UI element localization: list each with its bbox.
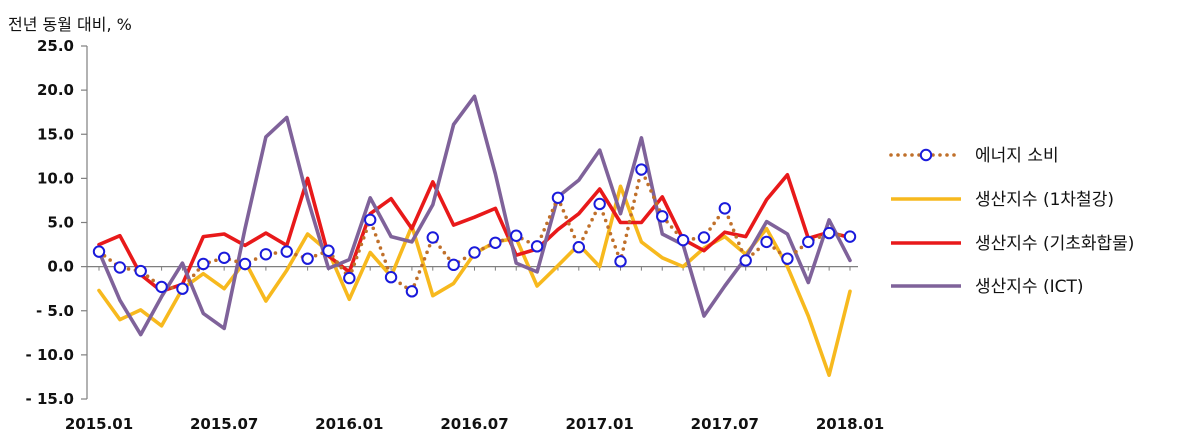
legend-label-3: 생산지수 (ICT) [975,277,1084,297]
data-point-energy [468,246,481,259]
legend-marker-energy [919,148,933,162]
x-tick-label: 2015.07 [190,415,258,433]
data-point-energy [843,230,857,243]
data-point-energy [802,235,815,249]
y-tick-label: 20.0 [37,81,74,99]
data-point-energy [739,254,752,267]
y-tick-label: 10.0 [37,169,74,187]
data-point-energy [593,197,606,211]
y-tick-label: 5.0 [47,214,74,232]
data-point-energy [676,233,690,247]
data-point-energy [635,163,648,176]
y-tick-label: - 15.0 [26,390,74,408]
legend-label-2: 생산지수 (기초화합물) [975,234,1134,254]
data-point-energy [697,231,711,244]
data-point-energy [301,252,314,265]
data-point-energy [322,244,335,257]
data-point-energy [489,236,502,249]
data-point-energy [718,202,732,215]
data-point-energy [510,229,523,242]
data-point-energy [572,241,586,254]
data-point-energy [530,240,544,253]
data-point-energy [343,271,356,285]
y-tick-label: 25.0 [37,37,74,55]
data-point-energy [238,257,252,271]
data-point-energy [384,271,398,284]
series-line-energy [97,167,852,294]
x-tick-label: 2018.01 [816,415,884,433]
y-tick-label: - 5.0 [36,302,74,320]
data-point-energy [760,235,773,249]
legend-label-1: 생산지수 (1차철강) [975,190,1114,210]
data-point-energy [363,213,377,227]
data-point-energy [259,248,273,261]
series-line-2 [97,173,852,294]
unit-label: 전년 동월 대비, % [8,15,132,34]
x-tick-label: 2016.07 [440,415,508,433]
data-point-energy [113,261,127,274]
data-point-energy [781,252,794,265]
data-point-energy [155,280,168,294]
data-point-energy [614,255,627,268]
series-line-1 [97,184,852,378]
y-tick-label: 15.0 [37,125,74,143]
data-point-energy [405,285,419,298]
legend-label-0: 에너지 소비 [975,146,1059,166]
data-point-energy [280,245,293,258]
data-point-energy [822,226,836,240]
x-tick-label: 2017.07 [691,415,759,433]
data-point-energy [217,251,231,264]
y-tick-label: - 10.0 [26,346,74,364]
data-point-energy [656,210,669,223]
x-tick-label: 2016.01 [315,415,383,433]
data-point-energy [426,231,439,244]
data-point-energy [134,264,147,278]
series-line-3 [97,94,852,337]
x-tick-label: 2017.01 [566,415,634,433]
data-point-energy [197,257,210,271]
data-point-energy [92,245,106,258]
data-point-energy [176,282,189,295]
y-tick-label: 0.0 [47,258,74,276]
data-point-energy [551,191,565,204]
data-point-energy [447,258,460,272]
x-tick-label: 2015.01 [65,415,133,433]
axes: 25.0 20.0 15.0 10.0 5.0 0.0 - 5.0 - 10.0 - 15.0 2… [26,37,885,433]
plot-area [92,94,857,378]
